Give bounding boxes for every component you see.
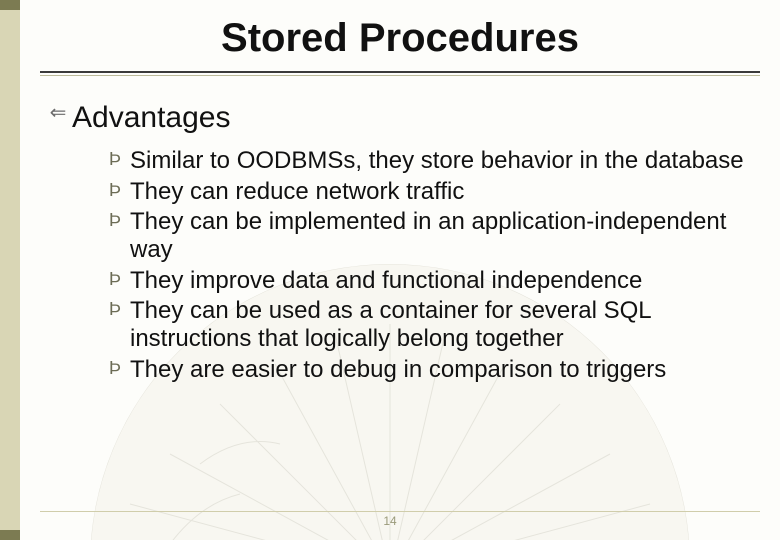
bullet-lvl1-text: Advantages xyxy=(72,100,230,135)
slide-title: Stored Procedures xyxy=(40,16,760,61)
bullet-lvl2: Þ They can be used as a container for se… xyxy=(100,297,758,354)
bullet-lvl2-glyph: Þ xyxy=(100,147,130,175)
bullet-lvl2-text: They can reduce network traffic xyxy=(130,178,464,206)
slide: Stored Procedures ⇐ Advantages Þ Similar… xyxy=(0,0,780,540)
bullet-lvl2: Þ They can reduce network traffic xyxy=(100,178,758,206)
bullet-lvl2-glyph: Þ xyxy=(100,178,130,206)
bullet-lvl1-glyph: ⇐ xyxy=(44,100,72,135)
slide-body: ⇐ Advantages Þ Similar to OODBMSs, they … xyxy=(44,100,758,386)
bullet-lvl2-text: They improve data and functional indepen… xyxy=(130,267,642,295)
page-number: 14 xyxy=(0,514,780,528)
title-rule xyxy=(40,71,760,73)
bullet-lvl2-glyph: Þ xyxy=(100,267,130,295)
footer-rule xyxy=(40,511,760,512)
bullet-lvl2: Þ They can be implemented in an applicat… xyxy=(100,208,758,265)
bullet-lvl2-text: They can be used as a container for seve… xyxy=(130,297,758,354)
bullet-lvl2: Þ They are easier to debug in comparison… xyxy=(100,356,758,384)
bullet-lvl1: ⇐ Advantages xyxy=(44,100,758,135)
bullet-lvl2-glyph: Þ xyxy=(100,297,130,354)
bullet-lvl2-glyph: Þ xyxy=(100,356,130,384)
bullet-lvl2: Þ They improve data and functional indep… xyxy=(100,267,758,295)
bullet-lvl2-text: Similar to OODBMSs, they store behavior … xyxy=(130,147,744,175)
bullet-lvl2-text: They can be implemented in an applicatio… xyxy=(130,208,758,265)
bullet-lvl2-glyph: Þ xyxy=(100,208,130,265)
accent-band-bottom xyxy=(0,530,20,540)
title-area: Stored Procedures xyxy=(40,16,760,76)
bullet-lvl2: Þ Similar to OODBMSs, they store behavio… xyxy=(100,147,758,175)
bullet-lvl2-group: Þ Similar to OODBMSs, they store behavio… xyxy=(100,147,758,384)
bullet-lvl2-text: They are easier to debug in comparison t… xyxy=(130,356,666,384)
accent-band-top xyxy=(0,0,20,10)
title-subrule xyxy=(40,75,760,76)
accent-band-left xyxy=(0,10,20,530)
